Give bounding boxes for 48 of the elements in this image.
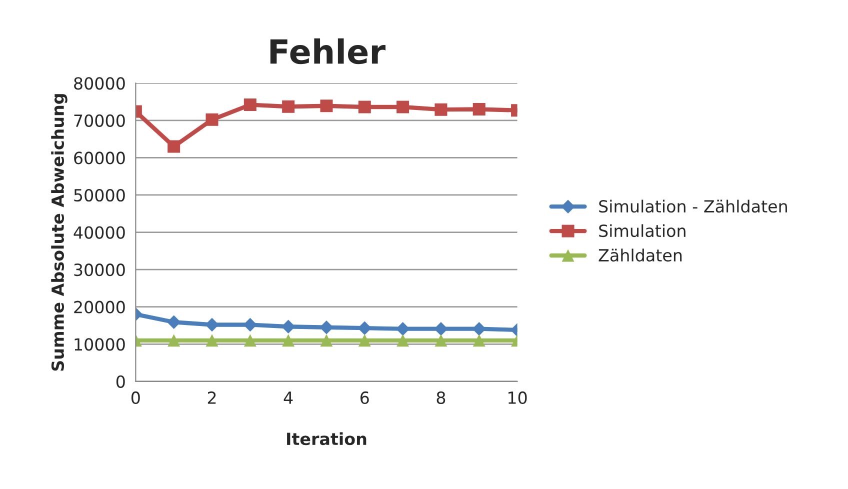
point (472, 334, 486, 347)
legend-label: Zähldaten (598, 248, 682, 262)
point (205, 318, 219, 332)
x-axis-title: Iteration (287, 432, 366, 446)
point (434, 103, 448, 116)
point (358, 334, 371, 347)
point (358, 100, 371, 114)
y-tick-label: 60000 (74, 152, 125, 164)
y-axis-title: Summe Absolute Abweichung (51, 94, 68, 371)
point (281, 320, 296, 334)
point (396, 334, 410, 347)
chart-title: Fehler (270, 38, 386, 64)
point (434, 322, 448, 336)
point (358, 321, 372, 335)
y-tick-label: 0 (116, 375, 125, 388)
point (166, 315, 181, 330)
point (396, 322, 410, 336)
point (472, 102, 486, 116)
y-tick-label: 40000 (74, 226, 125, 239)
point (320, 334, 333, 347)
point (206, 113, 218, 126)
x-tick-label: 2 (208, 391, 216, 404)
x-tick-label: 10 (508, 391, 527, 404)
y-tick-label: 10000 (74, 338, 125, 351)
point (320, 320, 334, 334)
point (434, 334, 448, 347)
point (244, 98, 256, 112)
point (396, 100, 410, 114)
y-tick-label: 50000 (74, 188, 125, 202)
point (472, 322, 486, 336)
x-tick-label: 4 (284, 392, 293, 404)
y-tick-label: 70000 (74, 114, 125, 127)
point (168, 140, 180, 153)
point (243, 318, 258, 332)
legend-label: Simulation (599, 224, 686, 238)
y-tick-label: 20000 (74, 300, 125, 314)
point (168, 334, 180, 347)
point (206, 334, 218, 347)
y-tick-label: 30000 (74, 264, 125, 276)
x-tick-label: 0 (131, 391, 140, 404)
point (282, 100, 295, 113)
point (320, 100, 333, 112)
x-tick-label: 6 (360, 391, 369, 404)
legend-label: Simulation - Zähldaten (599, 200, 787, 213)
point (282, 334, 295, 347)
point (244, 334, 256, 347)
y-tick-label: 80000 (74, 77, 125, 90)
x-tick-label: 8 (436, 391, 446, 404)
